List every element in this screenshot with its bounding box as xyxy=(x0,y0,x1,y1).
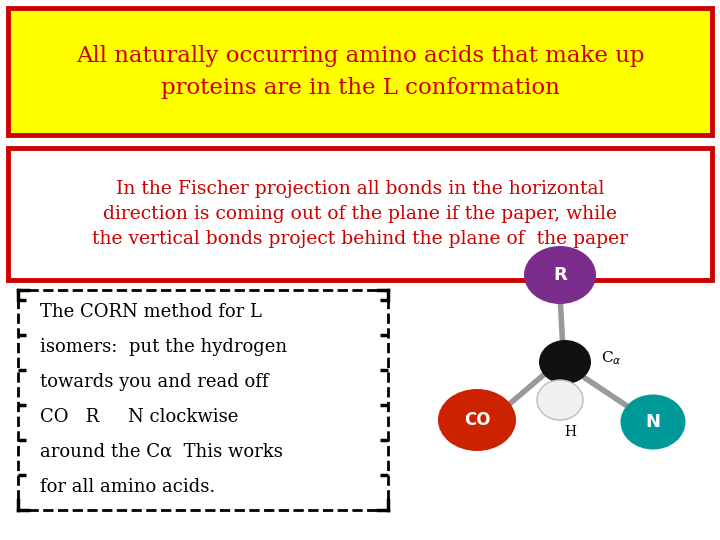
Text: The CORN method for L: The CORN method for L xyxy=(40,303,262,321)
Text: for all amino acids.: for all amino acids. xyxy=(40,478,215,496)
Text: N: N xyxy=(646,413,660,431)
Ellipse shape xyxy=(539,340,591,384)
FancyBboxPatch shape xyxy=(8,148,712,280)
Ellipse shape xyxy=(621,395,685,449)
Text: All naturally occurring amino acids that make up
proteins are in the L conformat: All naturally occurring amino acids that… xyxy=(76,45,644,99)
Ellipse shape xyxy=(438,389,516,451)
Text: H: H xyxy=(564,425,576,439)
Text: CO: CO xyxy=(464,411,490,429)
Text: C$_\alpha$: C$_\alpha$ xyxy=(601,349,621,367)
Text: isomers:  put the hydrogen: isomers: put the hydrogen xyxy=(40,338,287,356)
Text: CO   R     N clockwise: CO R N clockwise xyxy=(40,408,238,426)
Text: In the Fischer projection all bonds in the horizontal
direction is coming out of: In the Fischer projection all bonds in t… xyxy=(92,180,628,248)
Ellipse shape xyxy=(537,380,583,420)
FancyBboxPatch shape xyxy=(8,8,712,135)
Text: R: R xyxy=(553,266,567,284)
Text: around the Cα  This works: around the Cα This works xyxy=(40,443,283,461)
Text: towards you and read off: towards you and read off xyxy=(40,373,269,391)
Ellipse shape xyxy=(524,246,596,304)
